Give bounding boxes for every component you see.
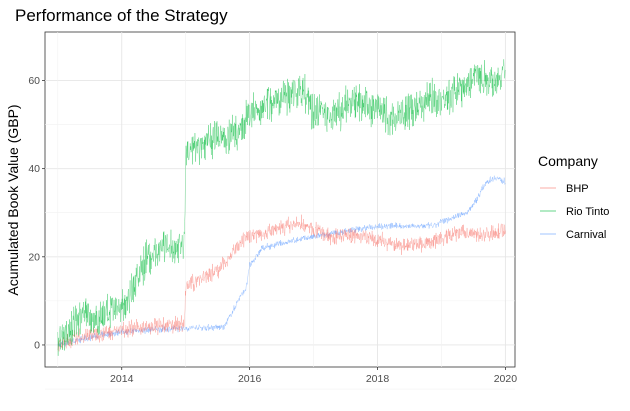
x-tick-label: 2020 — [494, 373, 518, 385]
x-tick-label: 2018 — [366, 373, 390, 385]
y-axis-label: Acumulated Book Value (GBP) — [5, 104, 21, 295]
x-axis-ticks: 2014 2016 2018 2020 — [110, 367, 517, 385]
chart-title: Performance of the Strategy — [15, 6, 228, 25]
series-line-rio-tinto — [57, 59, 506, 356]
y-axis-ticks: 0 20 40 60 — [28, 75, 45, 351]
legend-label: Rio Tinto — [566, 206, 609, 218]
series-line-bhp — [57, 214, 506, 352]
legend-label: Carnival — [566, 229, 606, 241]
legend: Company BHP Rio Tinto Carnival — [538, 153, 609, 241]
series-layer — [57, 59, 506, 356]
legend-items: BHP Rio Tinto Carnival — [540, 183, 609, 241]
legend-label: BHP — [566, 183, 589, 195]
grid-lines — [45, 32, 515, 390]
y-tick-label: 0 — [34, 339, 40, 351]
x-tick-label: 2016 — [238, 373, 262, 385]
y-tick-label: 20 — [28, 251, 40, 263]
x-tick-label: 2014 — [110, 373, 134, 385]
y-tick-label: 60 — [28, 75, 40, 87]
y-tick-label: 40 — [28, 163, 40, 175]
legend-title: Company — [538, 153, 598, 169]
